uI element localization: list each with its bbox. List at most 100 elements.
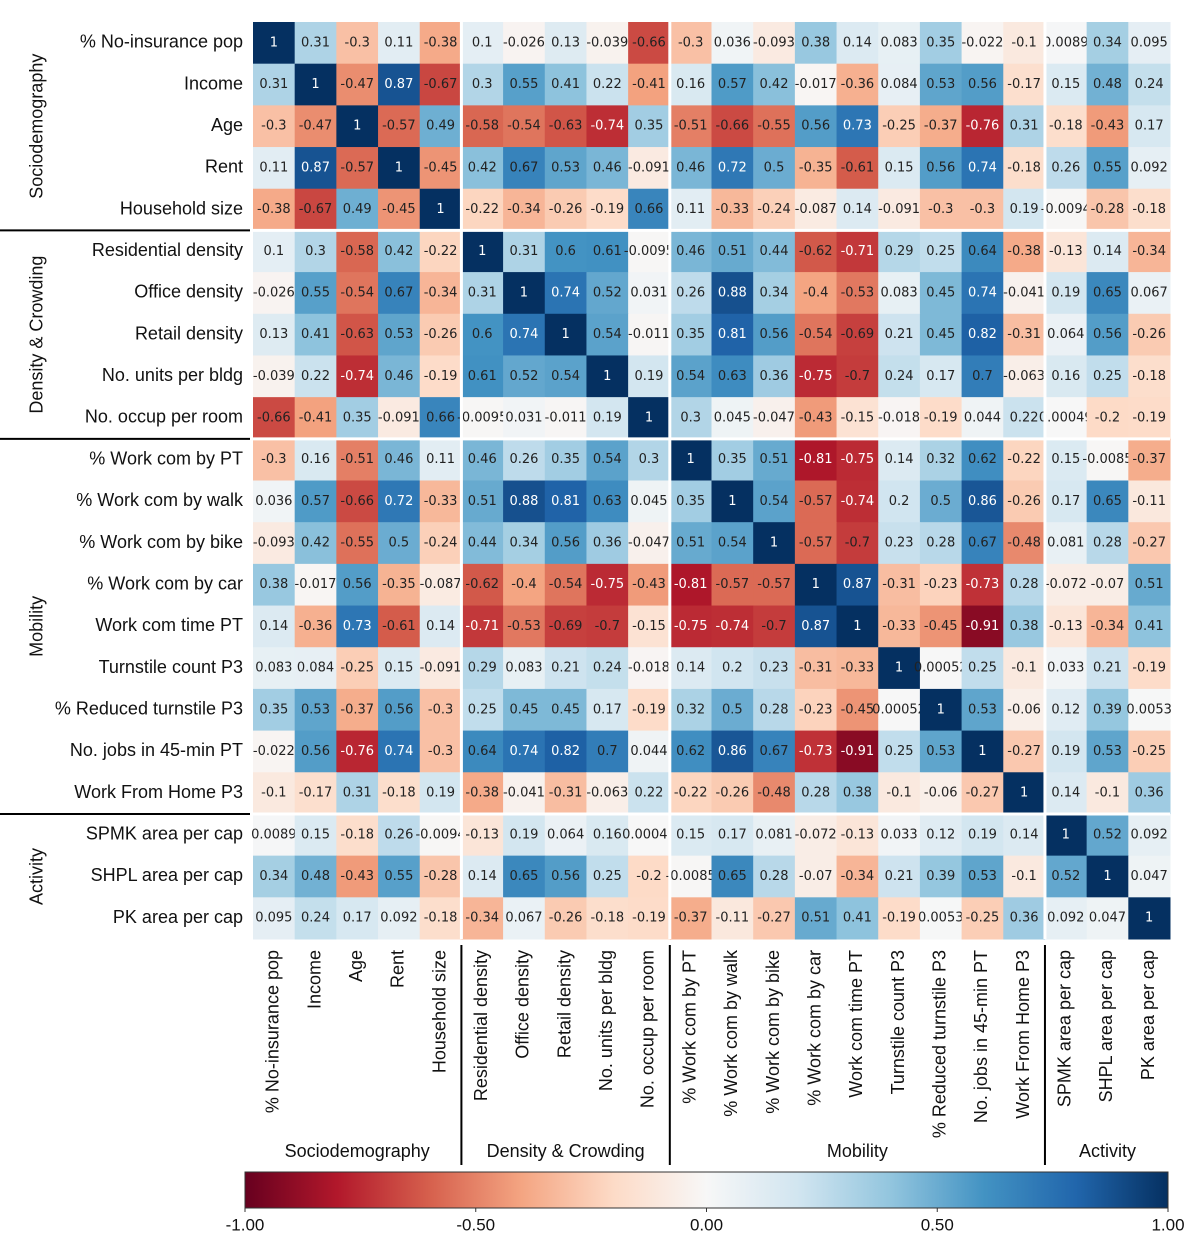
row-label: PK area per cap [113,907,243,927]
heatmap-cell [503,480,546,523]
heatmap-cell [878,855,921,898]
cell-label: 0.35 [635,119,664,134]
cell-label: -0.54 [549,577,583,592]
heatmap-cell [378,105,421,148]
heatmap-cell [461,647,504,690]
cell-label: -0.23 [924,577,958,592]
cell-label: 0.44 [760,244,789,259]
cell-label: 0.12 [926,827,955,842]
cell-label: -0.018 [878,410,920,425]
heatmap-cell [1044,855,1088,898]
cell-label: -0.48 [757,786,791,801]
cell-label: -0.17 [1007,77,1041,92]
heatmap-cell [919,272,963,315]
cell-label: -0.063 [1003,369,1045,384]
cell-label: 0.17 [1051,494,1080,509]
heatmap-cell [1044,22,1088,65]
cell-label: 0.19 [635,369,664,384]
heatmap-cell [878,272,921,315]
cell-label: 0.54 [593,452,622,467]
cell-label: -0.3 [428,744,453,759]
cell-label: 0.46 [468,452,497,467]
cell-label: -0.48 [1007,536,1041,551]
cell-label: 0.41 [551,77,580,92]
heatmap-cell [1044,688,1088,732]
heatmap-cell [378,313,421,356]
cell-label: 0.42 [760,77,789,92]
cell-label: 0.53 [968,869,997,884]
cell-label: 0.32 [676,702,705,717]
heatmap-cell [836,897,879,940]
cell-label: -0.039 [586,35,628,50]
heatmap-cell [544,272,587,315]
cell-label: -0.34 [465,911,499,926]
cell-label: 0.16 [593,827,622,842]
heatmap-cell [628,188,671,231]
heatmap-cell [1003,22,1046,65]
heatmap-cell [419,813,462,857]
cell-label: 0.036 [255,494,292,509]
heatmap-cell [378,230,421,273]
heatmap-cell [711,688,754,732]
heatmap-cell [1044,522,1088,565]
heatmap-cell [1003,563,1046,607]
heatmap-cell [1128,397,1171,440]
cell-label: 0.35 [718,452,747,467]
heatmap-cell [961,313,1004,356]
cell-label: 0.45 [926,285,955,300]
cell-label: 0.0089 [1043,35,1089,50]
cell-label: 0.29 [468,661,497,676]
cell-label: 1 [978,744,986,759]
heatmap-cell [1003,480,1046,523]
heatmap-cell [669,230,712,273]
heatmap-cell [1044,105,1088,148]
heatmap-cell [503,605,546,648]
cell-label: -0.0085 [1082,452,1132,467]
row-label: % Work com by bike [79,532,243,552]
heatmap-cell [1044,605,1088,648]
cell-label: 0.73 [843,119,872,134]
cell-label: 0.54 [718,536,747,551]
row-label: Rent [205,157,243,177]
heatmap-cell [711,730,754,773]
heatmap-cell [544,563,587,607]
cell-label: 0.66 [426,410,455,425]
heatmap-cell [794,22,838,65]
cell-label: 0.19 [593,410,622,425]
cell-label: -0.0095 [624,244,674,259]
cell-label: 0.51 [801,911,830,926]
heatmap-cell [794,480,838,523]
cell-label: 0.00049 [1039,410,1093,425]
cell-label: -0.0094 [415,827,465,842]
cell-label: -0.26 [549,202,583,217]
cell-label: 0.24 [593,661,622,676]
group-label: Density & Crowding [27,256,47,414]
cell-label: -0.33 [841,661,875,676]
cell-label: -0.047 [753,410,795,425]
heatmap-cell [1086,22,1129,65]
cell-label: 0.63 [593,494,622,509]
heatmap-cell [253,63,296,106]
heatmap-cell [669,647,712,690]
cell-label: -0.24 [424,536,458,551]
heatmap-cell [753,813,796,857]
heatmap-cell [836,230,879,273]
cell-label: -0.69 [549,619,583,634]
heatmap-cell [794,272,838,315]
heatmap-cell [836,272,879,315]
cell-label: 0.25 [1093,369,1122,384]
heatmap-cell [836,813,879,857]
heatmap-cell [378,897,421,940]
cell-label: 0.24 [885,369,914,384]
heatmap-cell [1003,522,1046,565]
heatmap-cell [794,563,838,607]
heatmap-cell [669,63,712,106]
heatmap-cell [1086,730,1129,773]
cell-label: 0.14 [426,619,455,634]
cell-label: 0.26 [384,827,413,842]
heatmap-cell [711,313,754,356]
cell-label: -0.18 [424,911,458,926]
cell-label: -0.61 [841,160,875,175]
heatmap-cell [586,813,629,857]
